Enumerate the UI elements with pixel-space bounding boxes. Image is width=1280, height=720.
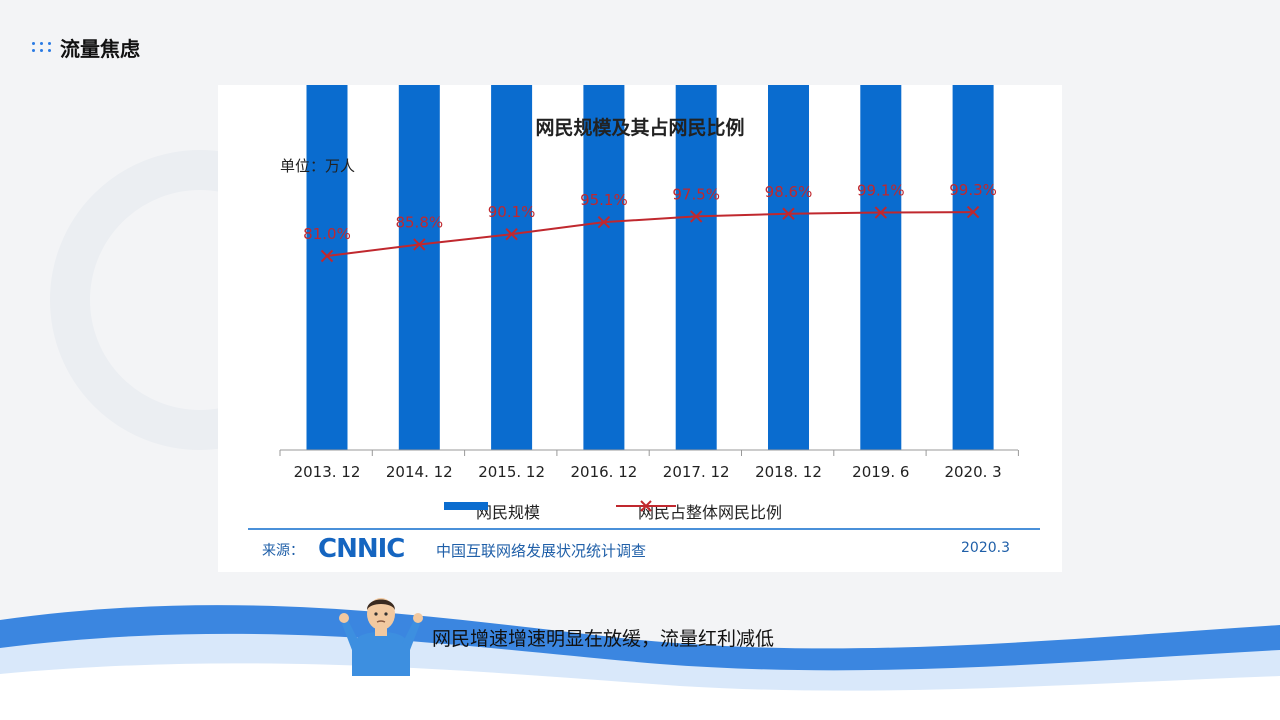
source-divider (248, 528, 1040, 530)
bar (860, 85, 902, 450)
chart: 5000655678619816953175265816988468189690… (279, 85, 1019, 481)
ratio-label: 90.1% (488, 203, 536, 221)
dots-decoration (32, 42, 52, 52)
ratio-line (326, 211, 974, 257)
x-tick-label: 2016. 12 (571, 463, 638, 481)
bar (398, 85, 440, 451)
x-tick-label: 2013. 12 (294, 463, 361, 481)
legend-label-bars: 网民规模 (476, 503, 541, 522)
ratio-label: 95.1% (580, 191, 628, 209)
ratio-point (505, 227, 518, 241)
legend-bar-swatch (444, 502, 488, 510)
x-tick-label: 2015. 12 (478, 463, 545, 481)
ratio-label: 99.1% (857, 182, 905, 200)
legend-item-line: 网民占整体网民比例 (616, 499, 782, 523)
ratio-point (782, 207, 795, 220)
legend: 网民规模 网民占整体网民比例 (218, 499, 1062, 523)
x-tick-label: 2017. 12 (663, 463, 730, 481)
bar (675, 85, 717, 450)
caption-text: 网民增速增速明显在放缓，流量红利减低 (432, 628, 775, 650)
cnnic-logo: CNNIC (318, 534, 405, 564)
ratio-point (966, 205, 980, 219)
ratio-label: 97.5% (672, 185, 720, 203)
slide-title: 流量焦虑 (32, 30, 140, 64)
ratio-point (413, 238, 426, 251)
ratio-point (874, 206, 888, 219)
bar (768, 85, 809, 450)
legend-label-line: 网民占整体网民比例 (638, 503, 783, 522)
ratio-label: 85.8% (395, 213, 443, 231)
x-tick-label: 2019. 6 (852, 463, 909, 481)
ratio-label: 99.3% (949, 181, 997, 199)
ratio-point (320, 249, 334, 263)
caption: 网民增速增速明显在放缓，流量红利减低 (338, 590, 898, 676)
shrugging-person-icon (339, 598, 423, 676)
chart-panel: 5000655678619816953175265816988468189690… (218, 85, 1062, 572)
bar (583, 85, 625, 450)
bar (306, 85, 348, 450)
bar (952, 85, 994, 450)
source-name: 中国互联网络发展状况统计调查 (436, 542, 647, 560)
bar (491, 85, 533, 451)
chart-title: 网民规模及其占网民比例 (535, 117, 745, 139)
ratio-point (597, 215, 611, 229)
x-tick-label: 2020. 3 (944, 463, 1001, 481)
legend-item-bars: 网民规模 (444, 499, 540, 523)
source-label: 来源： (262, 543, 304, 559)
slide-title-text: 流量焦虑 (60, 36, 140, 61)
ratio-label: 81.0% (303, 225, 351, 243)
x-tick-label: 2018. 12 (755, 463, 822, 481)
unit-label: 单位：万人 (280, 157, 356, 175)
legend-line-swatch (616, 500, 676, 512)
source-date: 2020.3 (961, 540, 1010, 556)
ratio-point (689, 210, 703, 223)
x-tick-label: 2014. 12 (386, 463, 453, 481)
source-row: 来源： CNNIC 中国互联网络发展状况统计调查 2020.3 (218, 533, 1062, 567)
ratio-label: 98.6% (765, 183, 813, 201)
